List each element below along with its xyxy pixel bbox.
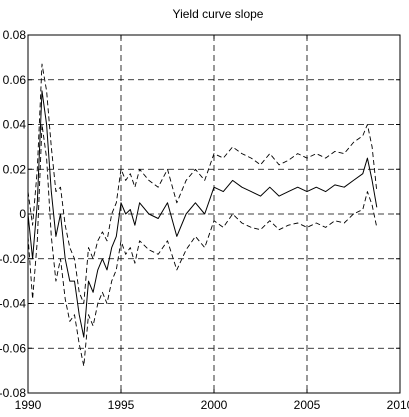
- plot-series: [27, 63, 378, 367]
- y-tick-label: 0.06: [3, 73, 27, 87]
- x-tick-label: 2005: [294, 398, 321, 412]
- x-tick-label: 1990: [15, 398, 42, 412]
- y-tick-label: -0.08: [0, 386, 26, 400]
- chart-title: Yield curve slope: [173, 7, 264, 21]
- y-tick-label: 0: [19, 207, 26, 221]
- series-line-band-2: [27, 124, 378, 367]
- grid: [28, 35, 400, 393]
- x-tick-label: 2000: [201, 398, 228, 412]
- y-tick-label: -0.04: [0, 297, 26, 311]
- y-tick-label: 0.02: [3, 162, 27, 176]
- x-tick-label: 1995: [108, 398, 135, 412]
- y-tick-label: -0.02: [0, 252, 26, 266]
- series-line-band-1: [27, 63, 378, 304]
- series-line-estimate: [27, 90, 378, 338]
- y-tick-label: 0.08: [3, 28, 27, 42]
- y-tick-label: -0.06: [0, 341, 26, 355]
- y-tick-label: 0.04: [3, 118, 27, 132]
